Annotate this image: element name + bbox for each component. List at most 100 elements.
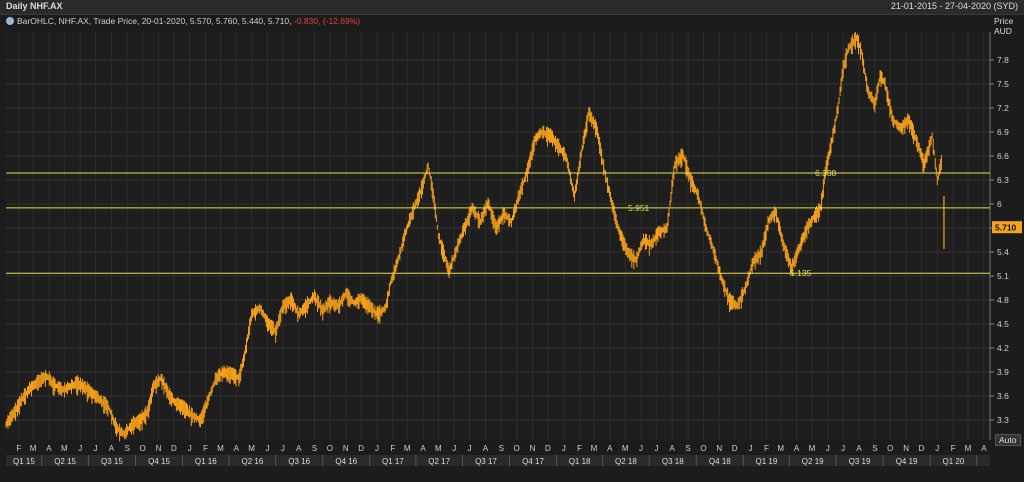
x-month-label: D — [732, 444, 738, 453]
x-month-label: N — [903, 444, 909, 453]
window-title: Daily NHF.AX — [6, 1, 63, 11]
y-tick-label: 3.3 — [997, 415, 1009, 425]
y-tick-label: 6.3 — [997, 175, 1009, 185]
y-tick-label: 7.5 — [997, 79, 1009, 89]
globe-icon — [6, 17, 14, 25]
x-month-label: A — [420, 444, 426, 453]
x-quarter-label: Q4 15 — [148, 457, 170, 466]
y-tick-label: 7.2 — [997, 103, 1009, 113]
change-label: -0.830, (-12.69%) — [293, 16, 361, 26]
x-month-label: D — [358, 444, 364, 453]
quarter-band — [6, 455, 990, 466]
x-quarter-label: Q3 15 — [101, 457, 123, 466]
x-month-label: J — [749, 444, 753, 453]
x-month-label: S — [499, 444, 504, 453]
x-month-label: M — [809, 444, 816, 453]
y-tick-label: 4.2 — [997, 343, 1009, 353]
x-month-label: M — [777, 444, 784, 453]
x-month-label: J — [94, 444, 98, 453]
x-month-label: M — [404, 444, 411, 453]
x-month-label: S — [872, 444, 877, 453]
x-quarter-label: Q1 15 — [13, 457, 35, 466]
horizontal-line-label: 5.135 — [790, 268, 812, 278]
x-month-label: D — [171, 444, 177, 453]
x-quarter-label: Q2 16 — [241, 457, 263, 466]
y-tick-label: 3.6 — [997, 391, 1009, 401]
x-month-label: A — [981, 444, 987, 453]
x-month-label: M — [965, 444, 972, 453]
x-quarter-label: Q1 18 — [569, 457, 591, 466]
currency-label: AUD — [994, 26, 1012, 36]
series-legend[interactable]: BarOHLC, NHF.AX, Trade Price, 20-01-2020… — [6, 16, 360, 30]
y-tick-label: 6 — [997, 199, 1002, 209]
x-month-label: F — [390, 444, 395, 453]
auto-scale-button[interactable]: Auto — [995, 434, 1021, 446]
x-month-label: N — [156, 444, 162, 453]
x-month-label: S — [312, 444, 317, 453]
y-tick-label: 6.6 — [997, 151, 1009, 161]
x-quarter-label: Q2 19 — [802, 457, 824, 466]
x-month-label: O — [514, 444, 520, 453]
price-label: Price — [994, 16, 1014, 26]
x-month-label: J — [265, 444, 269, 453]
x-quarter-label: Q4 16 — [335, 457, 357, 466]
x-month-label: A — [856, 444, 862, 453]
x-month-label: J — [562, 444, 566, 453]
y-tick-label: 6.9 — [997, 127, 1009, 137]
x-month-label: F — [764, 444, 769, 453]
x-month-label: A — [46, 444, 52, 453]
x-month-label: J — [188, 444, 192, 453]
x-month-label: J — [935, 444, 939, 453]
y-tick-label: 7.8 — [997, 55, 1009, 65]
horizontal-line-label: 6.388 — [815, 168, 837, 178]
x-quarter-label: Q3 19 — [849, 457, 871, 466]
x-month-label: A — [109, 444, 115, 453]
x-month-label: M — [591, 444, 598, 453]
x-month-label: A — [607, 444, 613, 453]
x-month-label: M — [435, 444, 442, 453]
x-month-label: F — [951, 444, 956, 453]
x-month-label: O — [887, 444, 893, 453]
horizontal-line-label: 5.951 — [628, 203, 650, 213]
x-month-label: N — [343, 444, 349, 453]
y-tick-label: 3.9 — [997, 367, 1009, 377]
x-month-label: J — [281, 444, 285, 453]
x-month-label: A — [794, 444, 800, 453]
x-quarter-label: Q3 18 — [662, 457, 684, 466]
x-month-label: J — [468, 444, 472, 453]
x-quarter-label: Q1 20 — [943, 457, 965, 466]
y-tick-label: 5.4 — [997, 247, 1009, 257]
x-month-label: O — [700, 444, 706, 453]
x-month-label: D — [545, 444, 551, 453]
x-month-label: J — [826, 444, 830, 453]
y-tick-label: 4.5 — [997, 319, 1009, 329]
x-month-label: A — [483, 444, 489, 453]
x-month-label: J — [452, 444, 456, 453]
x-month-label: J — [841, 444, 845, 453]
x-month-label: J — [78, 444, 82, 453]
x-month-label: M — [622, 444, 629, 453]
x-quarter-label: Q4 18 — [709, 457, 731, 466]
x-month-label: O — [140, 444, 146, 453]
x-month-label: D — [919, 444, 925, 453]
x-month-label: M — [61, 444, 68, 453]
x-quarter-label: Q4 19 — [896, 457, 918, 466]
x-quarter-label: Q2 18 — [615, 457, 637, 466]
x-quarter-label: Q3 17 — [475, 457, 497, 466]
x-month-label: M — [30, 444, 37, 453]
x-quarter-label: Q2 15 — [54, 457, 76, 466]
x-month-label: M — [217, 444, 224, 453]
x-month-label: S — [125, 444, 130, 453]
x-month-label: A — [234, 444, 240, 453]
last-price-label: 5.710 — [995, 223, 1017, 233]
series-label: BarOHLC, NHF.AX, Trade Price, 20-01-2020… — [17, 16, 292, 26]
x-quarter-label: Q1 17 — [382, 457, 404, 466]
x-month-label: J — [639, 444, 643, 453]
x-month-label: J — [654, 444, 658, 453]
x-month-label: N — [716, 444, 722, 453]
x-month-label: N — [530, 444, 536, 453]
x-quarter-label: Q2 17 — [428, 457, 450, 466]
x-month-label: S — [685, 444, 690, 453]
title-bar: Daily NHF.AX 21-01-2015 - 27-04-2020 (SY… — [0, 0, 1024, 15]
